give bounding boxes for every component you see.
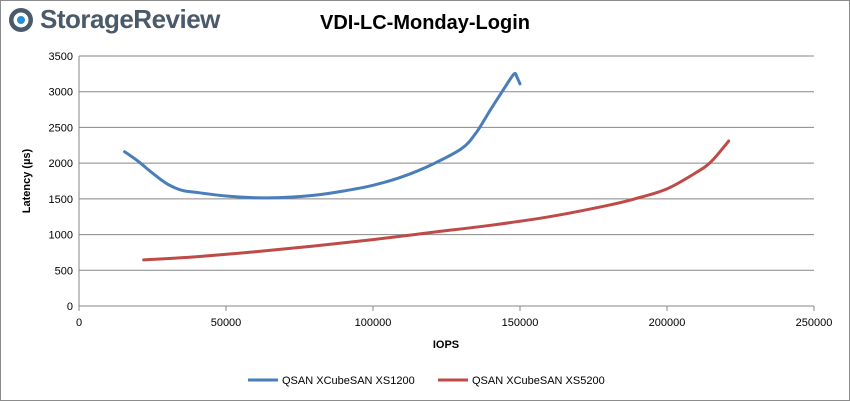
y-axis-title: Latency (µs) (21, 148, 33, 213)
gridlines (79, 55, 814, 271)
series-lines (123, 72, 731, 262)
y-tick-label: 2000 (49, 158, 73, 170)
x-axis-title: IOPS (433, 339, 459, 351)
x-tick-label: 100000 (355, 317, 392, 329)
legend-label: QSAN XCubeSAN XS5200 (472, 375, 605, 387)
legend-label: QSAN XCubeSAN XS1200 (282, 375, 415, 387)
x-tick-label: 150000 (502, 317, 539, 329)
y-tick-label: 3000 (49, 87, 73, 99)
x-tick-label: 0 (76, 317, 82, 329)
y-tick-label: 1000 (49, 230, 73, 242)
y-tick-label: 1500 (49, 194, 73, 206)
x-tick-label: 50000 (211, 317, 242, 329)
series-line-1 (123, 72, 522, 200)
legend: QSAN XCubeSAN XS1200 QSAN XCubeSAN XS5200 (248, 375, 605, 387)
y-tick-label: 500 (55, 265, 73, 277)
axes: 0 500 1000 1500 2000 2500 3000 3500 0 50000 100000… (49, 51, 833, 329)
chart-title: VDI-LC-Monday-Login (320, 12, 530, 34)
y-tick-label: 3500 (49, 51, 73, 63)
storagereview-logo: StorageReview (8, 4, 220, 35)
y-tick-label: 0 (67, 301, 73, 313)
storagereview-logo-icon (9, 7, 33, 32)
x-tick-label: 200000 (649, 317, 686, 329)
x-tick-label: 250000 (796, 317, 833, 329)
series-line-2 (142, 139, 731, 262)
logo-text: StorageReview (40, 4, 220, 34)
y-tick-label: 2500 (49, 122, 73, 134)
